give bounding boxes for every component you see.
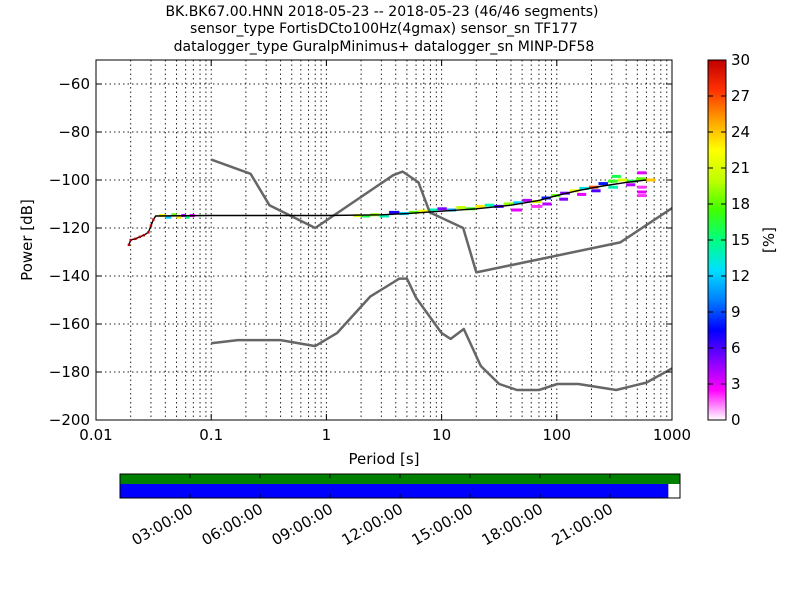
colorbar-tick-label: 12 xyxy=(731,267,750,285)
colorbar-ticks: 0 3 6 9 12 15 18 21 24 27 30 xyxy=(708,51,750,429)
title-line-3: datalogger_type GuralpMinimus+ datalogge… xyxy=(174,39,595,55)
y-tick-label: −60 xyxy=(58,75,90,93)
axis-ticks: 0.01 0.1 1 10 100 1000 −60 −80 −100 −120 −140 −160 −… xyxy=(49,60,691,444)
x-tick-label: 0.01 xyxy=(79,426,112,444)
time-tick-label: 09:00:00 xyxy=(269,500,336,549)
psd-cell xyxy=(607,179,618,183)
psd-cell xyxy=(617,178,627,182)
colorbar-tick-label: 0 xyxy=(731,411,741,429)
psd-cell xyxy=(645,178,656,182)
chart-title: BK.BK67.00.HNN 2018-05-23 -- 2018-05-23 … xyxy=(165,4,598,55)
colorbar-tick-label: 21 xyxy=(731,159,750,177)
time-tick-label: 12:00:00 xyxy=(339,500,406,549)
psd-cell xyxy=(637,171,647,175)
colorbar-tick-label: 9 xyxy=(731,303,741,321)
x-tick-label: 0.1 xyxy=(199,426,223,444)
y-tick-label: −180 xyxy=(49,363,90,381)
psd-mode-point xyxy=(142,234,146,237)
psd-cell xyxy=(608,185,619,189)
psd-mode-point xyxy=(147,231,150,234)
x-tick-label: 1000 xyxy=(653,426,691,444)
psd-mode-point xyxy=(152,218,155,221)
psd-mode-point xyxy=(134,237,137,240)
psd-cell xyxy=(637,185,647,189)
x-axis-label: Period [s] xyxy=(348,450,419,468)
high-noise-model xyxy=(210,158,672,274)
psd-cell xyxy=(637,194,647,198)
colorbar: 0 3 6 9 12 15 18 21 24 27 30 [%] xyxy=(707,51,778,429)
coverage-bar: 03:00:00 06:00:00 09:00:00 12:00:00 15:00:00… xyxy=(119,473,681,549)
psd-mode-point xyxy=(127,243,131,246)
colorbar-label: [%] xyxy=(760,227,778,253)
colorbar-tick-label: 18 xyxy=(731,195,750,213)
psd-cell xyxy=(171,213,177,217)
colorbar-tick-label: 3 xyxy=(731,375,741,393)
psd-cell xyxy=(437,207,447,211)
psd-cell xyxy=(579,186,589,190)
psd-cell xyxy=(611,174,621,178)
y-tick-label: −80 xyxy=(58,123,90,141)
psd-coverage xyxy=(120,474,680,484)
psd-mode-line xyxy=(128,179,647,246)
psd-cell xyxy=(542,202,552,206)
colorbar-tick-label: 24 xyxy=(731,123,750,141)
psd-cell xyxy=(626,183,636,187)
plot-frame xyxy=(95,59,673,421)
colorbar-tick-label: 30 xyxy=(731,51,750,69)
x-tick-label: 10 xyxy=(432,426,451,444)
psd-cell xyxy=(637,190,647,194)
psd-cell xyxy=(176,215,182,219)
psd-mode-point xyxy=(129,238,132,242)
psd-cell xyxy=(475,204,485,208)
psd-cell xyxy=(408,210,419,214)
psd-cell xyxy=(522,198,533,202)
data-coverage xyxy=(120,484,669,498)
x-tick-label: 1 xyxy=(322,426,332,444)
psd-cell xyxy=(389,210,400,214)
psd-mode-point xyxy=(138,235,142,239)
y-tick-label: −120 xyxy=(49,219,90,237)
psd-cell xyxy=(591,189,601,193)
psd-cell xyxy=(418,209,428,213)
y-tick-label: −160 xyxy=(49,315,90,333)
y-tick-label: −140 xyxy=(49,267,90,285)
y-tick-label: −100 xyxy=(49,171,90,189)
time-tick-label: 21:00:00 xyxy=(549,500,616,549)
psd-cell xyxy=(559,197,568,201)
psd-cell xyxy=(531,204,543,208)
time-tick-label: 03:00:00 xyxy=(129,500,196,549)
psd-cell xyxy=(379,214,390,218)
y-tick-label: −200 xyxy=(49,411,90,429)
psd-cell xyxy=(513,201,523,205)
psd-cell xyxy=(577,192,587,196)
colorbar-tick-label: 6 xyxy=(731,339,741,357)
psd-cell xyxy=(165,215,172,219)
psd-cell xyxy=(510,208,523,212)
title-line-1: BK.BK67.00.HNN 2018-05-23 -- 2018-05-23 … xyxy=(165,4,598,20)
title-line-2: sensor_type FortisDCto100Hz(4gmax) senso… xyxy=(190,21,578,37)
time-tick-label: 15:00:00 xyxy=(409,500,476,549)
colorbar-tick-label: 27 xyxy=(731,87,750,105)
psd-cell xyxy=(598,182,608,186)
x-tick-label: 100 xyxy=(542,426,571,444)
noise-models xyxy=(210,158,672,392)
y-axis-label: Power [dB] xyxy=(18,199,36,281)
psd-cell xyxy=(484,203,495,207)
psd-cell xyxy=(636,177,646,181)
time-tick-label: 18:00:00 xyxy=(479,500,546,549)
low-noise-model xyxy=(211,277,672,392)
grid-lines xyxy=(96,60,672,420)
psd-mode-curve xyxy=(127,179,647,246)
time-tick-label: 06:00:00 xyxy=(199,500,266,549)
psd-cell xyxy=(361,214,371,218)
psd-cell xyxy=(532,200,542,204)
psd-cell xyxy=(185,215,190,219)
psd-cell xyxy=(427,208,438,212)
psd-cell xyxy=(456,206,466,210)
psd-mode-point xyxy=(149,224,153,227)
colorbar-tick-label: 15 xyxy=(731,231,750,249)
psd-cell xyxy=(503,202,514,206)
